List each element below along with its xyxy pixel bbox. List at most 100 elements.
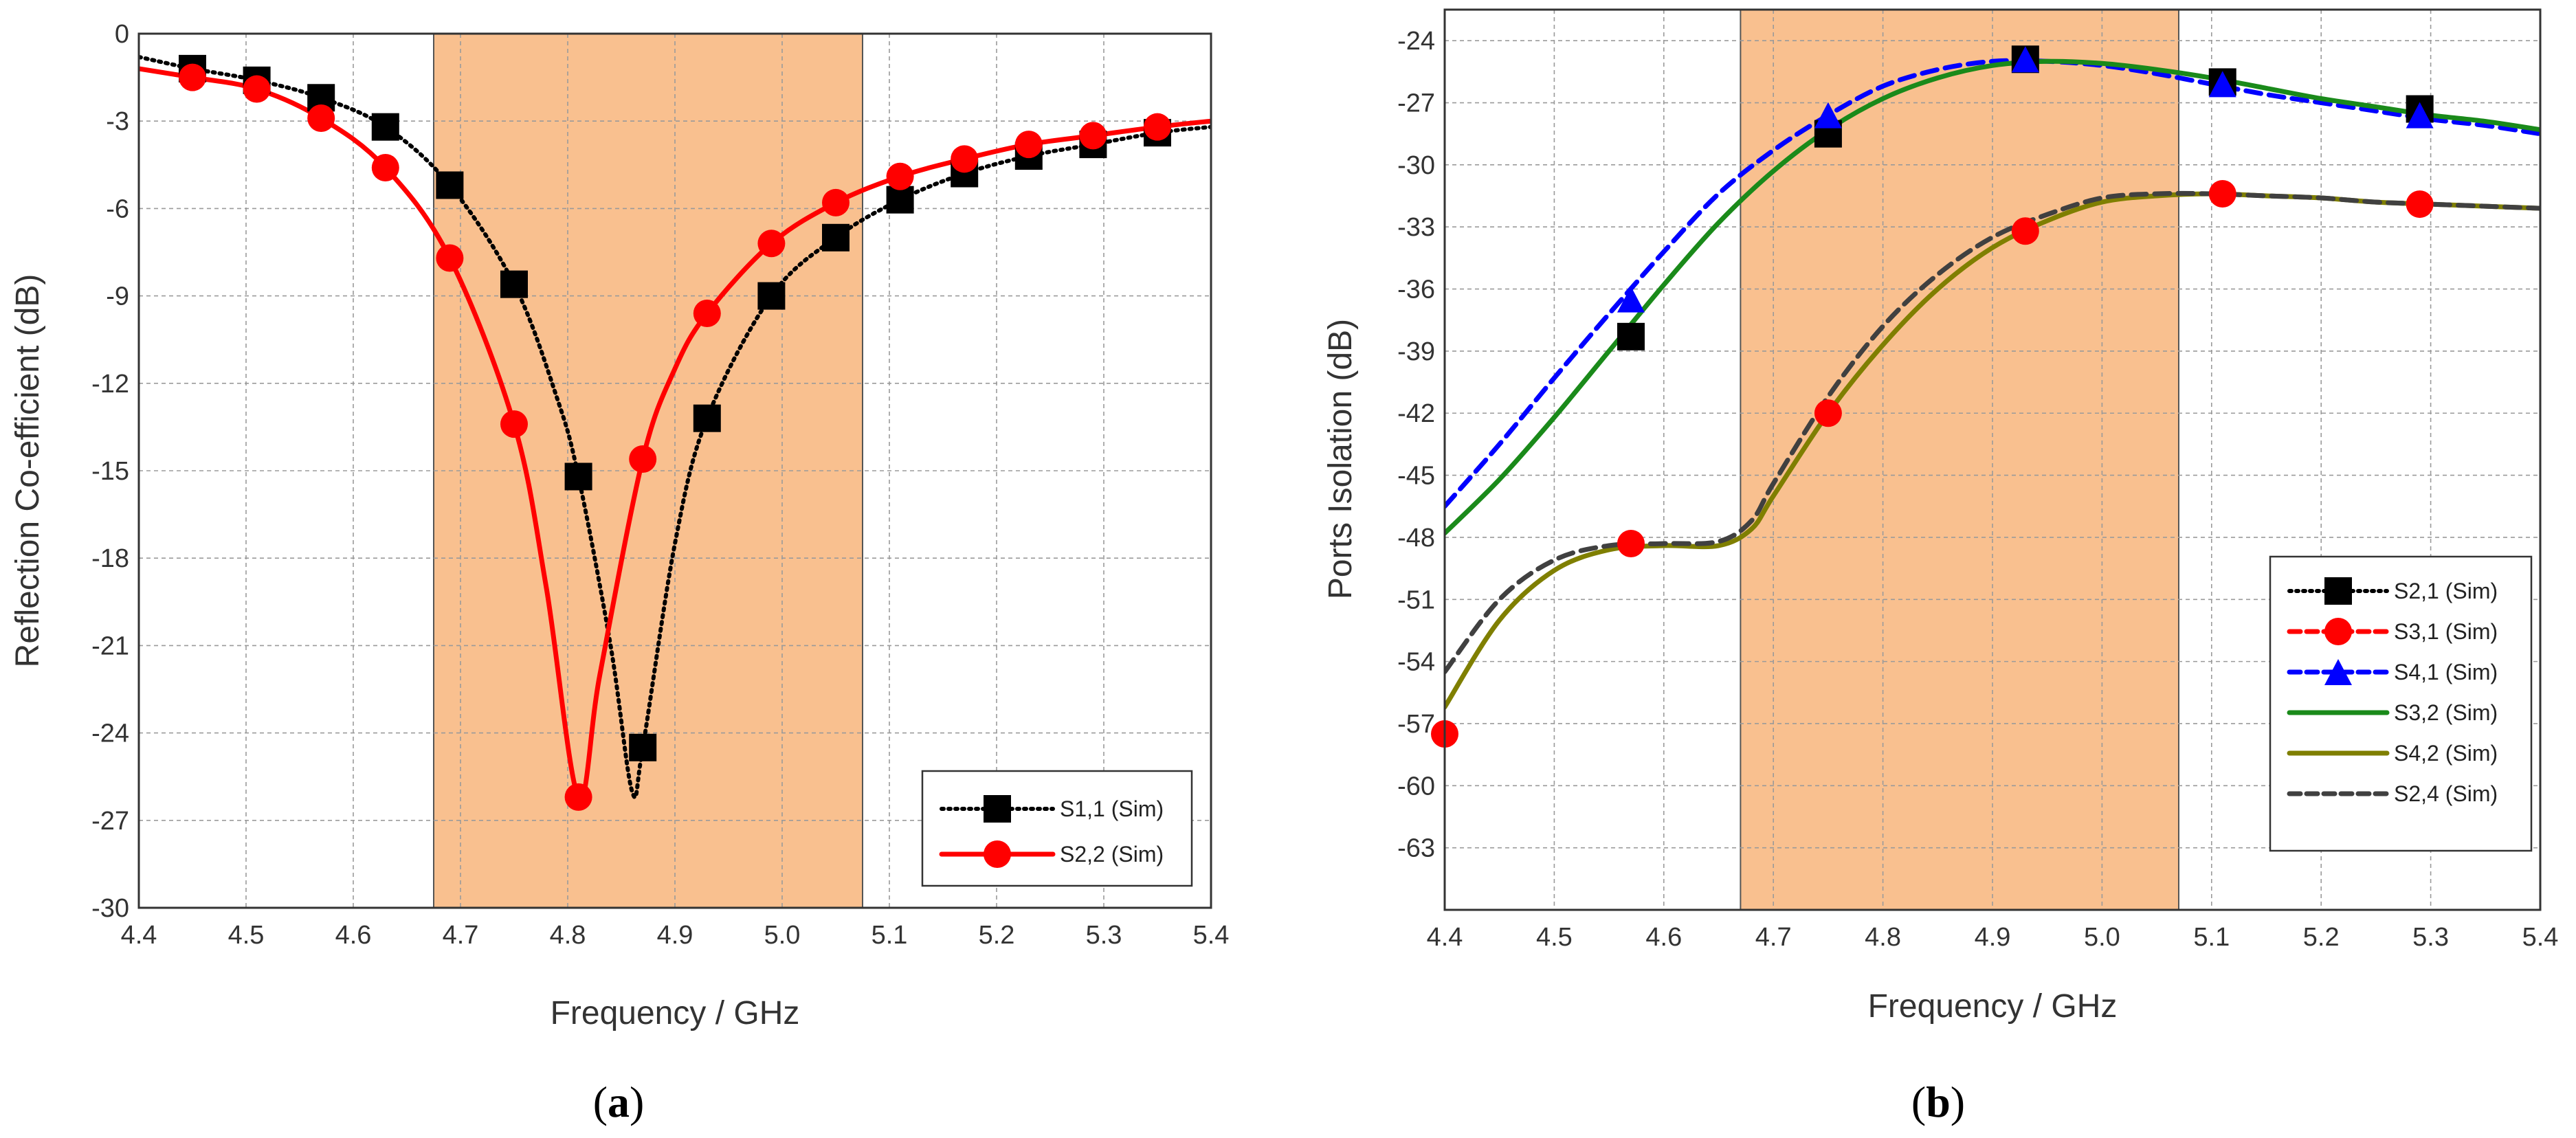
data-point-marker <box>500 270 528 298</box>
x-tick-label: 5.0 <box>764 921 801 950</box>
legend-swatch-marker <box>2324 577 2352 605</box>
chart-panel-b: 4.4 4.5 4.6 4.7 4.8 4.9 5.0 5.1 5.2 5.3 5.4 -24 -27… <box>1322 8 2559 1126</box>
x-tick-label: 4.9 <box>1975 923 2011 952</box>
x-tick-label: 4.5 <box>1536 923 1573 952</box>
y-tick-label: -36 <box>1397 276 1435 304</box>
x-tick-label: 4.7 <box>443 921 479 950</box>
x-tick-label: 5.3 <box>1086 921 1122 950</box>
panel-label-b: (b) <box>1911 1078 1965 1126</box>
x-tick-label: 4.7 <box>1755 923 1792 952</box>
x-tick-label: 5.4 <box>2522 923 2559 952</box>
data-point-marker <box>693 404 721 432</box>
y-tick-label: -3 <box>106 107 129 136</box>
legend-label: S4,2 (Sim) <box>2394 741 2498 766</box>
x-tick-label: 4.4 <box>1427 923 1463 952</box>
y-tick-label: -30 <box>1397 151 1435 180</box>
y-tick-label: -42 <box>1397 399 1435 428</box>
y-tick-label: -63 <box>1397 834 1435 863</box>
x-tick-label: 5.0 <box>2084 923 2120 952</box>
panel-label-a-letter: a <box>608 1078 630 1126</box>
legend-swatch-marker <box>2324 618 2352 645</box>
x-tick-label: 4.8 <box>1865 923 1901 952</box>
x-tick-label: 4.5 <box>228 921 265 950</box>
x-tick-label: 5.2 <box>2303 923 2340 952</box>
y-tick-label: -54 <box>1397 648 1435 677</box>
series-group-b <box>1445 58 2540 710</box>
plot-frame-b <box>1443 8 2542 911</box>
data-point-marker <box>629 445 657 473</box>
x-tick-label: 5.3 <box>2412 923 2449 952</box>
data-point-marker <box>1144 113 1171 141</box>
data-point-marker <box>886 162 914 190</box>
y-tick-label: -33 <box>1397 213 1435 242</box>
legend-label: S1,1 (Sim) <box>1060 796 1164 821</box>
x-tick-label: 5.1 <box>2193 923 2230 952</box>
data-point-marker <box>307 104 335 132</box>
data-point-marker <box>822 223 850 252</box>
data-point-marker <box>371 154 399 182</box>
x-tick-label: 5.2 <box>979 921 1015 950</box>
plot-frame-a <box>137 32 1212 909</box>
x-axis-title-b: Frequency / GHz <box>1868 988 2118 1025</box>
data-point-marker <box>2011 46 2039 73</box>
y-axis-title-b: Ports Isolation (dB) <box>1322 319 1359 599</box>
legend-swatch-marker <box>984 840 1011 868</box>
data-point-marker <box>1617 322 1645 350</box>
data-point-marker <box>1617 529 1645 557</box>
y-tick-label: -30 <box>91 894 129 923</box>
x-tick-labels-b: 4.4 4.5 4.6 4.7 4.8 4.9 5.0 5.1 5.2 5.3 5.4 <box>1427 923 2559 952</box>
data-point-marker <box>2011 217 2039 245</box>
data-point-marker <box>1814 102 1842 129</box>
data-point-marker <box>1617 286 1645 313</box>
x-tick-label: 4.8 <box>550 921 586 950</box>
data-point-marker <box>2406 190 2434 219</box>
legend-box <box>921 770 1193 887</box>
highlight-band-b <box>1740 9 2179 911</box>
y-axis-title-a: Reflection Co-efficient (dB) <box>10 274 46 668</box>
legend-b: S2,1 (Sim) S3,1 (Sim) S4,1 (Sim) S3,2 (Sim)… <box>2269 555 2533 852</box>
y-tick-label: -27 <box>1397 89 1435 118</box>
data-point-marker <box>629 733 657 761</box>
y-tick-label: -12 <box>91 370 129 399</box>
data-point-marker <box>1014 131 1043 159</box>
legend-label: S3,2 (Sim) <box>2394 700 2498 725</box>
legend-label: S4,1 (Sim) <box>2394 660 2498 684</box>
data-point-marker <box>179 63 206 91</box>
series-line-s3-2-sim <box>1445 58 2540 536</box>
data-point-marker <box>564 462 592 491</box>
data-point-marker <box>243 75 271 103</box>
legend-label: S3,1 (Sim) <box>2394 619 2498 644</box>
y-tick-label: -21 <box>91 632 129 660</box>
y-tick-label: -48 <box>1397 524 1435 553</box>
x-tick-label: 4.6 <box>335 921 372 950</box>
data-point-marker <box>436 244 464 272</box>
data-point-marker <box>371 113 399 141</box>
data-point-marker <box>757 230 786 258</box>
y-tick-label: -15 <box>91 457 129 486</box>
markers-group-a <box>179 54 1171 811</box>
data-point-marker <box>2208 180 2236 208</box>
data-point-marker <box>500 410 528 438</box>
y-tick-label: 0 <box>115 20 129 49</box>
series-line-s4-1-sim <box>1445 58 2540 509</box>
legend-label: S2,1 (Sim) <box>2394 579 2498 603</box>
x-tick-label: 4.4 <box>121 921 157 950</box>
highlight-band-rect <box>1740 9 2179 911</box>
y-tick-label: -27 <box>91 807 129 836</box>
data-point-marker <box>436 171 464 199</box>
x-tick-label: 4.9 <box>657 921 693 950</box>
y-tick-label: -24 <box>1397 27 1435 56</box>
legend-a: S1,1 (Sim) S2,2 (Sim) <box>921 770 1193 887</box>
y-tick-label: -60 <box>1397 772 1435 801</box>
data-point-marker <box>2406 102 2434 129</box>
y-tick-label: -51 <box>1397 585 1435 614</box>
x-axis-title-a: Frequency / GHz <box>551 995 800 1031</box>
x-tick-label: 4.6 <box>1645 923 1682 952</box>
series-line-s2-4-sim <box>1445 190 2540 675</box>
legend-box <box>2269 555 2533 852</box>
y-tick-label: -24 <box>91 719 129 748</box>
y-tick-label: -45 <box>1397 462 1435 491</box>
markers-group-b <box>1431 45 2434 748</box>
x-tick-labels-a: 4.4 4.5 4.6 4.7 4.8 4.9 5.0 5.1 5.2 5.3 5.4 <box>121 921 1230 950</box>
